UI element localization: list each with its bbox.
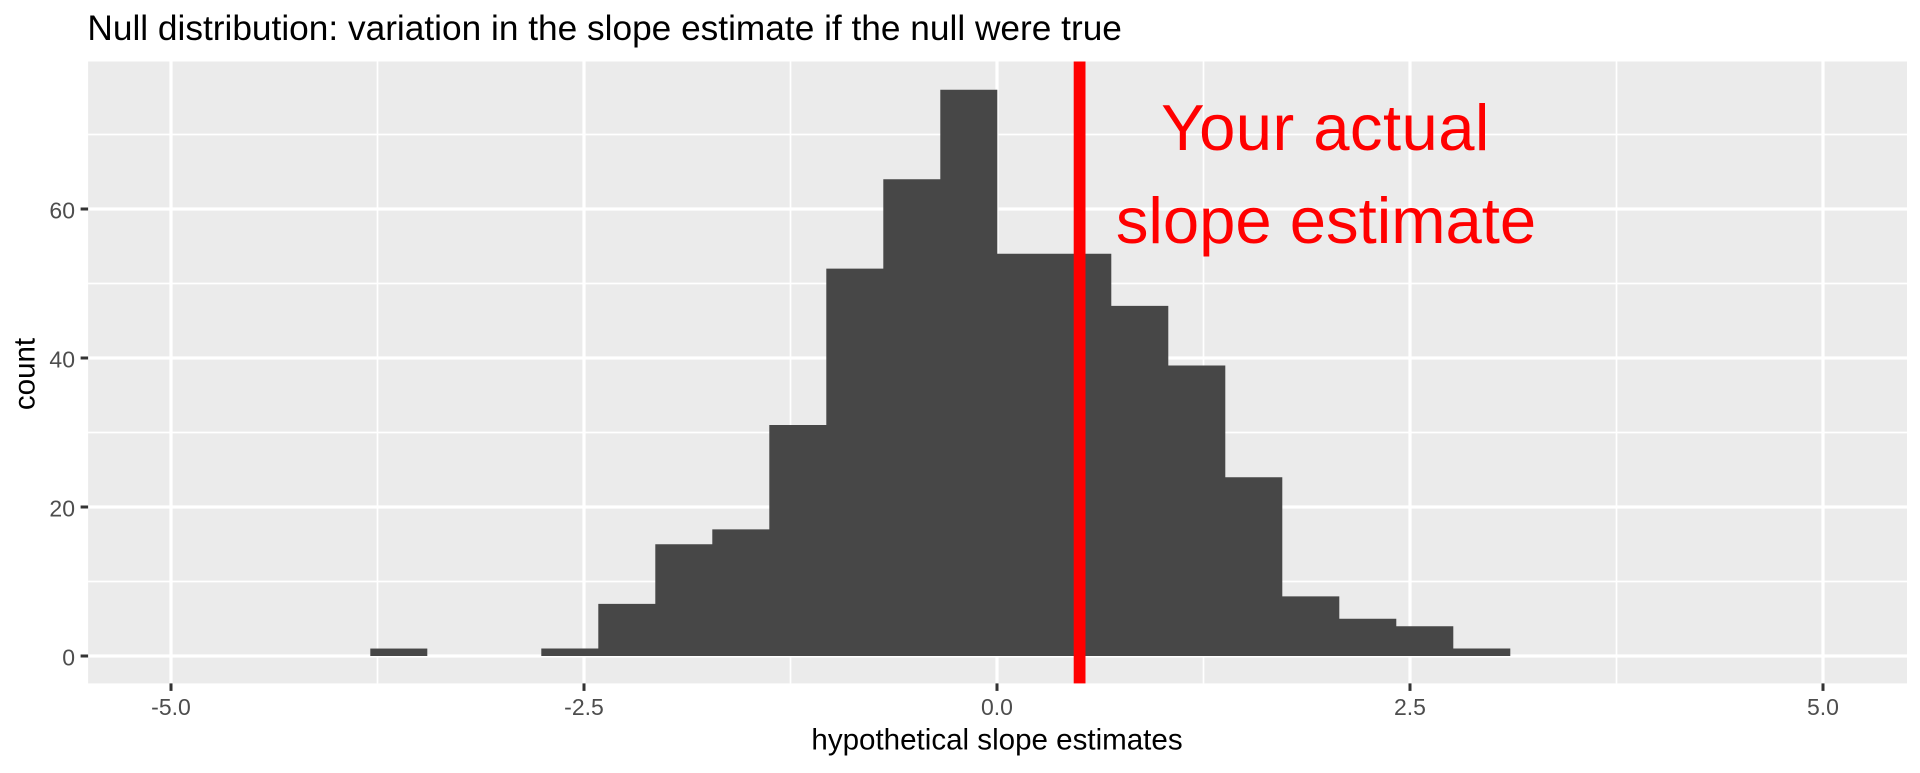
svg-text:60: 60 (49, 198, 75, 224)
svg-text:-5.0: -5.0 (151, 694, 191, 720)
svg-text:slope estimate: slope estimate (1116, 184, 1536, 257)
svg-text:-2.5: -2.5 (564, 694, 604, 720)
svg-text:Null distribution: variation i: Null distribution: variation in the slop… (87, 9, 1122, 48)
svg-text:5.0: 5.0 (1807, 694, 1839, 720)
svg-text:20: 20 (49, 496, 75, 522)
svg-text:40: 40 (49, 347, 75, 373)
svg-text:count: count (9, 338, 42, 410)
svg-text:2.5: 2.5 (1394, 694, 1426, 720)
svg-text:Your actual: Your actual (1161, 91, 1490, 164)
svg-text:0.0: 0.0 (981, 694, 1013, 720)
svg-text:hypothetical slope estimates: hypothetical slope estimates (811, 723, 1182, 756)
svg-text:0: 0 (62, 645, 75, 671)
